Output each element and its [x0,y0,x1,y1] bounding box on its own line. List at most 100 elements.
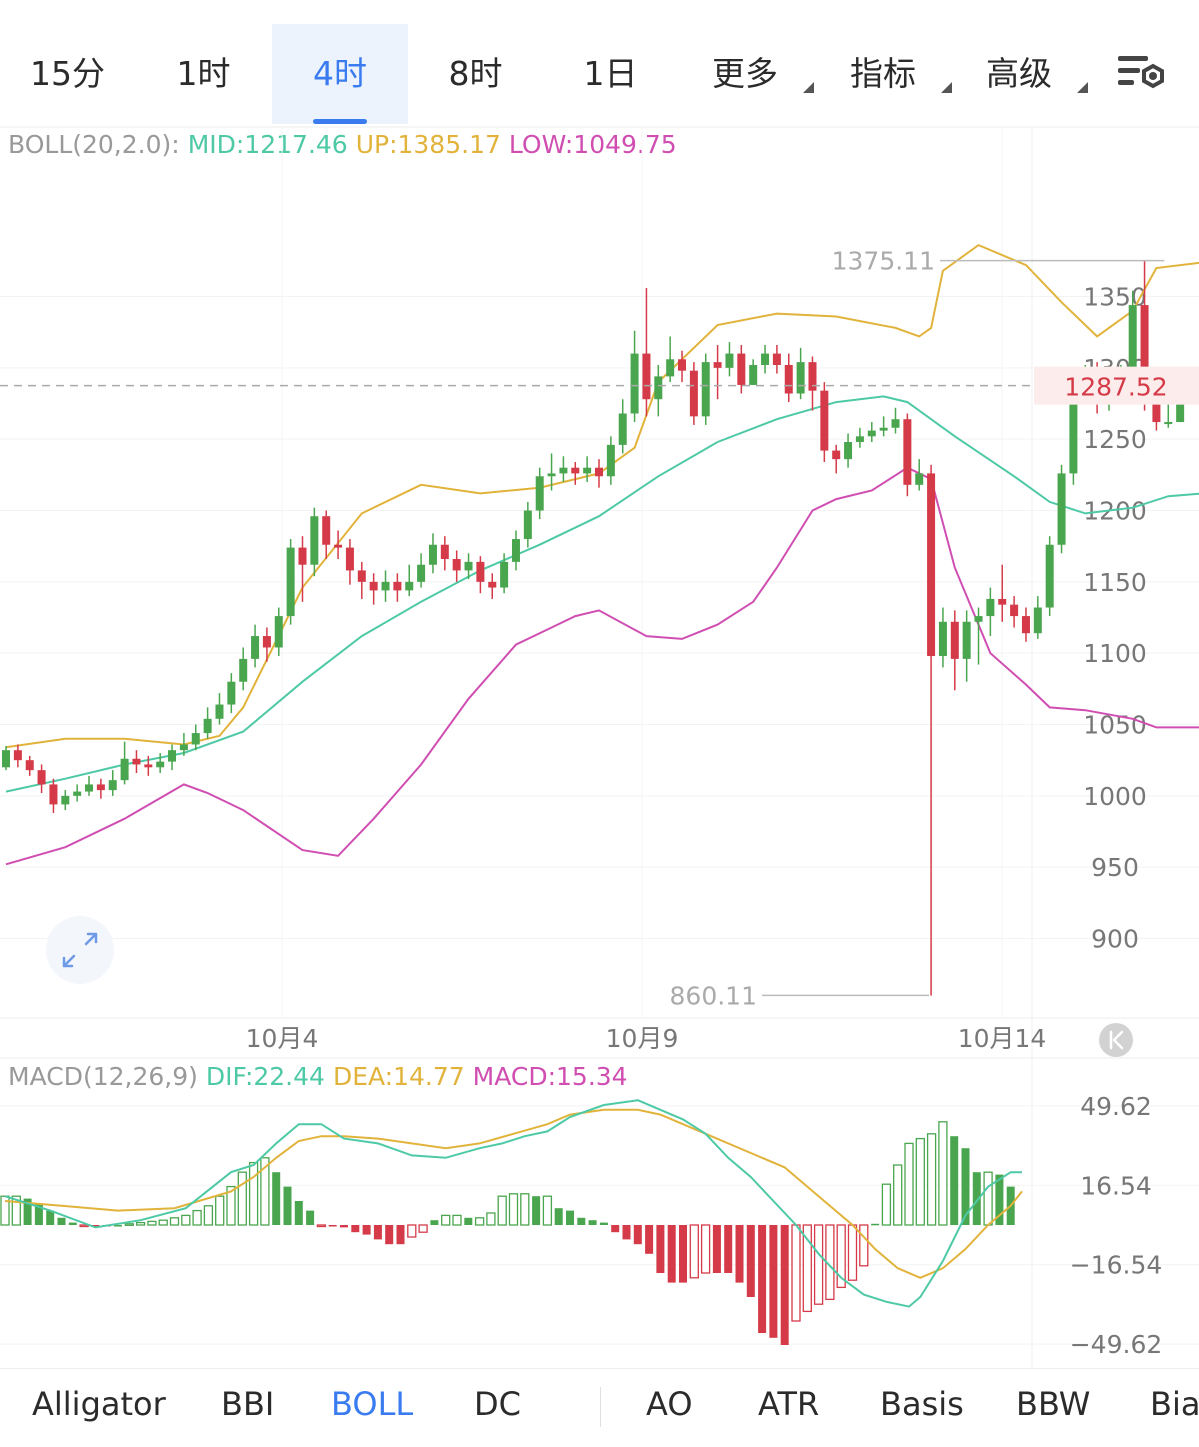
tab-divider [600,1387,601,1427]
tab-alligator[interactable]: Alligator [32,1385,166,1423]
tab-atr[interactable]: ATR [758,1385,820,1423]
candle-body [737,353,746,385]
candle-body [915,473,924,485]
active-tab-indicator [313,119,367,124]
candle [583,456,592,482]
candle-body [191,733,200,745]
macd-histogram-bar [34,1203,43,1225]
tab-1h[interactable]: 1时 [176,54,231,93]
candle [286,539,295,625]
candle [606,436,615,485]
boll-mid-line [5,395,1199,793]
price-tick-label: 1200 [1083,497,1147,526]
tab-bias[interactable]: Bia [1150,1385,1199,1423]
macd-histogram-bar [859,1224,869,1267]
candle [191,724,200,751]
candle [310,507,319,577]
macd-histogram-bar [746,1225,755,1297]
price-tick-label: 1000 [1083,782,1147,811]
candle [156,753,165,774]
candle-body [298,547,307,565]
candle-body [1152,399,1161,423]
candle-body [867,430,876,437]
expand-button[interactable] [46,916,114,984]
macd-histogram-bar [135,1221,146,1226]
tab-8h[interactable]: 8时 [448,54,503,93]
candle-body [132,758,141,765]
candle-body [417,564,426,582]
candle [369,573,378,605]
candle-body [523,510,532,540]
price-chart[interactable]: 1350130012501200115011001050100095090010… [0,0,1199,1368]
candle-body [179,744,188,751]
candle-body [891,419,900,428]
candle-body [13,750,22,761]
candle [464,553,473,579]
macd-histogram-bar [147,1220,157,1226]
tab-indicators[interactable]: 指标 [828,24,952,124]
candle-body [879,427,888,431]
candle-body [1033,607,1042,634]
high-price-label: 1375.11 [832,247,935,276]
tab-bbw[interactable]: BBW [1016,1385,1091,1423]
candle-body [334,544,343,548]
macd-histogram-bar [396,1225,405,1245]
tab-boll[interactable]: BOLL [331,1385,414,1423]
candle-body [511,539,520,562]
macd-histogram-bar [474,1217,485,1226]
candle-body [571,467,580,474]
candle-body [796,362,805,394]
candle [179,733,188,756]
candle-body [1057,473,1066,545]
tab-15min[interactable]: 15分 [30,54,105,93]
candle-body [654,376,663,400]
candle-body [808,362,817,391]
price-tick-label: 1350 [1083,283,1147,312]
macd-tick-label: −16.54 [1070,1251,1163,1280]
candle [144,755,153,776]
candle [440,536,449,571]
candle [96,778,105,799]
low-price-label: 860.11 [670,981,757,1010]
candle [879,416,888,437]
candle-body [761,353,770,365]
tab-more[interactable]: 更多 [690,24,814,124]
macd-histogram-bar [791,1224,801,1322]
candle-body [630,353,639,414]
tab-bbi[interactable]: BBI [221,1385,275,1423]
candle [274,607,283,657]
candle [1164,402,1173,428]
tab-1d[interactable]: 1日 [583,54,638,93]
candle [1033,596,1042,639]
macd-histogram-bar [881,1183,892,1226]
macd-histogram-bar [871,1223,880,1226]
macd-histogram-bar [915,1137,925,1226]
macd-histogram-bar [430,1220,439,1225]
tab-ao[interactable]: AO [646,1385,693,1423]
candle-body [61,795,70,805]
tab-4h[interactable]: 4时 [272,24,408,124]
expand-button-bg [46,916,114,984]
candle-body [1045,544,1054,608]
candle [120,741,129,785]
candle-body [274,616,283,648]
candle-body [855,436,864,443]
candle [1021,607,1030,642]
macd-histogram-bar [735,1225,744,1283]
candle [891,407,900,434]
candle [168,744,177,771]
time-tick-label: 10月4 [246,1024,319,1053]
tab-basis[interactable]: Basis [880,1385,964,1423]
candle-body [381,581,390,591]
candle [844,433,853,468]
candle-body [500,561,509,588]
candle-body [428,544,437,565]
jump-to-latest-button[interactable] [1099,1023,1133,1057]
candle-body [749,364,758,385]
indicator-tab-bar: Alligator BBI BOLL DC AO ATR Basis BBW B… [0,1368,1199,1447]
tab-advanced[interactable]: 高级 [964,24,1088,124]
candle [345,539,354,585]
macd-histogram-bar [316,1224,327,1228]
chart-settings-button[interactable] [1112,48,1172,102]
tab-dc[interactable]: DC [474,1385,521,1423]
